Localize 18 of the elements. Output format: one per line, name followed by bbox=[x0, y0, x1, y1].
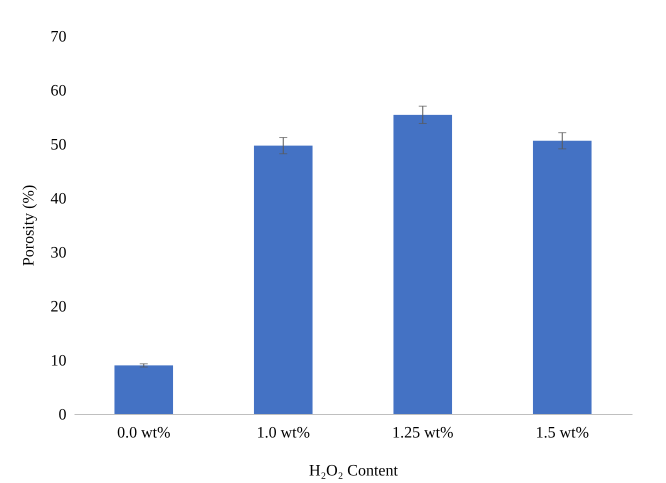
x-tick-label: 0.0 wt% bbox=[117, 424, 170, 442]
x-axis-title: H₂O₂ Content bbox=[309, 462, 399, 480]
y-tick-label: 40 bbox=[50, 190, 66, 208]
bar bbox=[114, 365, 174, 414]
bar bbox=[393, 114, 452, 414]
y-tick-label: 0 bbox=[58, 406, 66, 424]
bar bbox=[532, 140, 592, 414]
y-tick-label: 10 bbox=[50, 352, 66, 370]
x-tick-label: 1.5 wt% bbox=[536, 424, 589, 442]
bar bbox=[254, 146, 313, 414]
y-tick-label: 30 bbox=[50, 244, 66, 262]
y-tick-label: 50 bbox=[50, 136, 66, 154]
y-axis-title: Porosity (%) bbox=[20, 184, 38, 266]
y-tick-label: 20 bbox=[50, 298, 66, 316]
y-tick-label: 60 bbox=[50, 82, 66, 100]
x-tick-label: 1.25 wt% bbox=[392, 424, 454, 442]
y-tick-label: 70 bbox=[50, 28, 66, 46]
x-tick-label: 1.0 wt% bbox=[256, 424, 310, 442]
